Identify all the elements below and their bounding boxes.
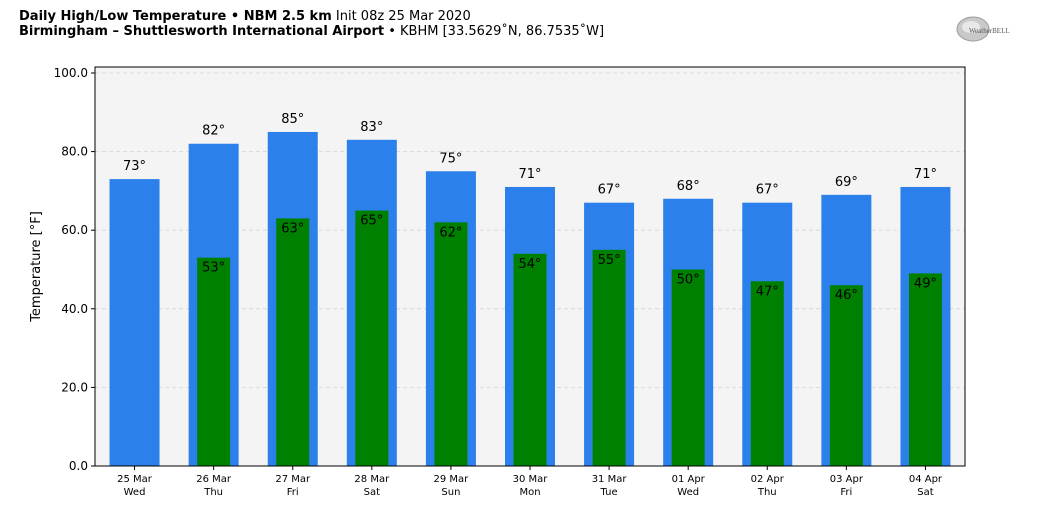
high-label: 82° [202, 124, 225, 139]
x-tick-date: 25 Mar [117, 474, 153, 485]
high-label: 71° [518, 167, 541, 182]
low-bar [908, 273, 942, 466]
weatherbell-logo-icon: WeatherBELL [956, 16, 1010, 42]
x-tick-weekday: Thu [203, 487, 223, 498]
x-tick-weekday: Wed [124, 487, 146, 498]
low-bar [355, 210, 389, 466]
low-label: 62° [439, 225, 462, 240]
low-label: 63° [281, 221, 304, 236]
bars [109, 131, 951, 467]
y-tick-label: 20.0 [61, 380, 88, 394]
high-label: 68° [677, 179, 700, 194]
x-tick-weekday: Sat [917, 487, 933, 498]
chart-header: Daily High/Low Temperature • NBM 2.5 km … [19, 9, 604, 39]
title-line: Daily High/Low Temperature • NBM 2.5 km … [19, 9, 604, 24]
x-tick-weekday: Thu [757, 487, 777, 498]
low-bar [592, 249, 626, 466]
high-label: 73° [123, 159, 146, 174]
x-tick-date: 04 Apr [909, 474, 943, 485]
x-tick-weekday: Wed [677, 487, 699, 498]
x-tick-weekday: Tue [600, 487, 618, 498]
low-label: 54° [518, 257, 541, 272]
axes: 0.0 20.0 40.0 60.0 80.0 100.0 25 Mar Wed 26 Mar T… [54, 66, 943, 498]
y-tick-label: 0.0 [69, 459, 88, 473]
init-time: Init 08z 25 Mar 2020 [335, 9, 471, 24]
station-coordinates: • KBHM [33.5629˚N, 86.7535˚W] [388, 24, 605, 39]
x-tick-date: 31 Mar [592, 474, 628, 485]
y-tick-label: 40.0 [61, 302, 88, 316]
logo-text: WeatherBELL [969, 27, 1010, 35]
x-tick-date: 27 Mar [275, 474, 311, 485]
x-tick-date: 02 Apr [751, 474, 785, 485]
low-label: 47° [756, 284, 779, 299]
high-label: 67° [756, 183, 779, 198]
high-label: 69° [835, 175, 858, 190]
low-bar [750, 281, 784, 466]
x-tick-date: 03 Apr [830, 474, 864, 485]
y-axis-label: Temperature [°F] [29, 211, 44, 323]
y-tick-label: 60.0 [61, 223, 88, 237]
low-bar [276, 218, 310, 466]
y-tick-label: 80.0 [61, 145, 88, 159]
high-bar [109, 179, 160, 467]
high-label: 67° [598, 183, 621, 198]
chart-title: Daily High/Low Temperature • NBM 2.5 km [19, 9, 332, 24]
high-label: 85° [281, 112, 304, 127]
low-bar [829, 285, 863, 466]
location-name: Birmingham – Shuttlesworth International… [19, 24, 385, 39]
x-tick-date: 30 Mar [513, 474, 549, 485]
x-tick-weekday: Fri [287, 487, 299, 498]
x-tick-weekday: Sun [441, 487, 460, 498]
y-tick-label: 100.0 [54, 66, 88, 80]
x-tick-weekday: Sat [364, 487, 380, 498]
x-tick-weekday: Fri [840, 487, 852, 498]
low-bar [513, 253, 547, 466]
low-label: 55° [598, 253, 621, 268]
low-label: 49° [914, 276, 937, 291]
high-label: 83° [360, 120, 383, 135]
high-label: 75° [439, 151, 462, 166]
low-bar [434, 222, 468, 466]
x-tick-date: 01 Apr [672, 474, 706, 485]
x-tick-date: 26 Mar [196, 474, 232, 485]
high-label: 71° [914, 167, 937, 182]
data-labels: 73° 82° 53° 85° 63° 83° 65° 75° 62° 71° 54° 67° 55° 6… [123, 112, 937, 303]
location-line: Birmingham – Shuttlesworth International… [19, 24, 604, 39]
low-label: 65° [360, 214, 383, 229]
low-label: 46° [835, 288, 858, 303]
low-bar [671, 269, 705, 466]
x-tick-weekday: Mon [519, 487, 540, 498]
x-tick-date: 28 Mar [354, 474, 390, 485]
low-bar [197, 257, 231, 466]
low-label: 50° [677, 273, 700, 288]
x-tick-date: 29 Mar [434, 474, 470, 485]
low-label: 53° [202, 261, 225, 276]
